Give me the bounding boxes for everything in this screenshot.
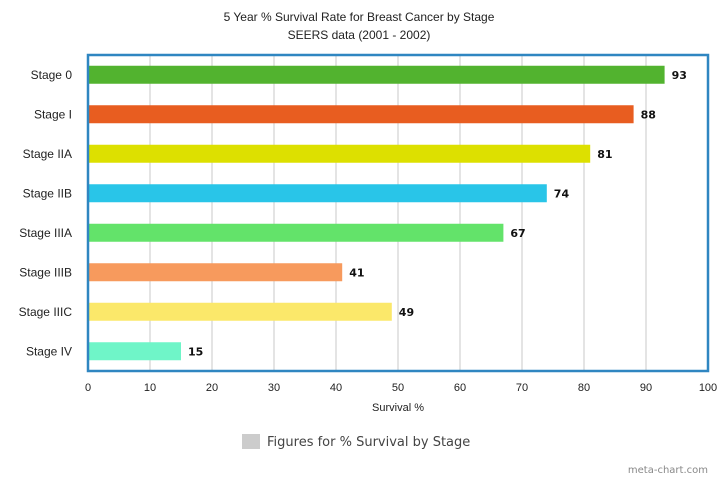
plot-frame (86, 53, 710, 373)
category-label: Stage IIB (23, 186, 72, 200)
x-tick-label: 20 (206, 382, 218, 394)
bar[interactable] (88, 302, 392, 321)
bar[interactable] (88, 263, 343, 282)
value-label: 88 (641, 108, 656, 121)
x-axis-ticks: 0 10 20 30 40 50 60 70 80 90 100 (85, 382, 717, 394)
legend[interactable]: Figures for % Survival by Stage (242, 434, 470, 450)
category-labels: Stage 0 Stage I Stage IIA Stage IIB Stage II… (19, 68, 73, 359)
bar[interactable] (88, 65, 665, 84)
bar[interactable] (88, 342, 181, 361)
chart-title: 5 Year % Survival Rate for Breast Cancer… (224, 10, 495, 24)
x-tick-label: 10 (144, 382, 156, 394)
bar[interactable] (88, 105, 634, 124)
category-label: Stage I (34, 107, 72, 121)
chart-subtitle: SEERS data (2001 - 2002) (288, 28, 431, 42)
category-label: Stage 0 (31, 68, 73, 82)
legend-swatch (242, 434, 260, 449)
value-labels: 93 88 81 74 67 41 49 15 (188, 69, 687, 359)
bar[interactable] (88, 184, 547, 203)
value-label: 93 (672, 69, 687, 82)
x-tick-label: 80 (578, 382, 590, 394)
x-tick-label: 0 (85, 382, 91, 394)
category-label: Stage IIIB (19, 265, 72, 279)
category-label: Stage IIIA (19, 226, 72, 240)
value-label: 67 (510, 227, 525, 240)
category-label: Stage IIA (23, 147, 72, 161)
x-tick-label: 70 (516, 382, 528, 394)
x-tick-label: 30 (268, 382, 280, 394)
x-tick-label: 40 (330, 382, 342, 394)
x-tick-label: 60 (454, 382, 466, 394)
x-tick-label: 100 (699, 382, 717, 394)
legend-label: Figures for % Survival by Stage (267, 435, 470, 450)
category-label: Stage IV (26, 344, 72, 358)
bar[interactable] (88, 223, 504, 242)
value-label: 41 (349, 266, 364, 279)
value-label: 74 (554, 187, 570, 200)
gridlines (149, 55, 647, 371)
value-label: 49 (399, 306, 414, 319)
x-tick-label: 90 (640, 382, 652, 394)
x-tick-label: 50 (392, 382, 404, 394)
bars (88, 65, 665, 361)
watermark: meta-chart.com (628, 465, 708, 476)
bar[interactable] (88, 144, 591, 163)
category-label: Stage IIIC (19, 305, 73, 319)
value-label: 15 (188, 345, 203, 358)
value-label: 81 (597, 148, 612, 161)
x-axis-title: Survival % (372, 402, 424, 414)
